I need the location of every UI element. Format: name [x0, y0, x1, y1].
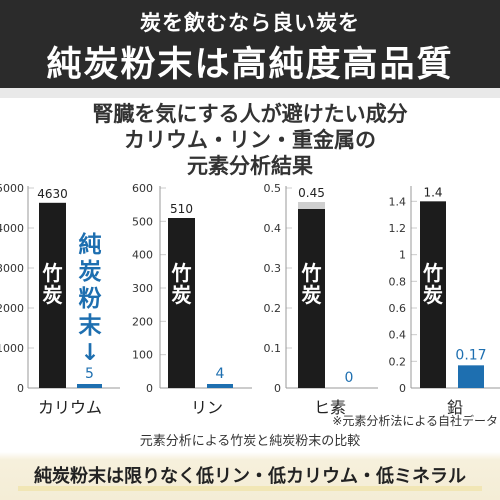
y-tick-label: 0.2	[264, 302, 282, 315]
y-tick-label: 2000	[0, 302, 24, 315]
bar-value-label: 1.4	[423, 185, 442, 199]
y-tick-label: 0.4	[389, 329, 407, 342]
y-tick-label: 1.4	[389, 195, 407, 208]
y-tick-label: 0.5	[264, 182, 282, 195]
y-tick-label: 0	[399, 382, 406, 395]
junsumi-annotation-char: 純	[79, 231, 102, 258]
bar-label-bamboo: 炭	[172, 283, 192, 307]
subtitle-line-3: 元素分析結果	[187, 154, 313, 178]
y-tick-label: 0	[17, 382, 24, 395]
bar-label-bamboo: 竹	[301, 261, 322, 285]
element-analysis-charts: 0100020003000400050004630竹炭5カリウム01002003…	[0, 182, 500, 417]
bar-bamboo	[420, 201, 446, 388]
bar-bamboo	[39, 202, 66, 388]
y-tick-label: 300	[132, 282, 153, 295]
footer-highlight	[18, 486, 482, 491]
y-tick-label: 1	[399, 249, 406, 262]
bar-value-label: 4630	[37, 187, 68, 201]
y-tick-label: 400	[132, 249, 153, 262]
y-tick-label: 5000	[0, 182, 24, 195]
bar-label-bamboo: 炭	[302, 283, 322, 307]
header-tagline: 炭を飲むなら良い炭を	[140, 11, 360, 35]
y-tick-label: 100	[132, 349, 153, 362]
footer-tagline: 純炭粉末は限りなく低リン・低カリウム・低ミネラル	[34, 466, 466, 487]
bar-junsumi	[77, 384, 102, 388]
x-axis-label: リン	[191, 398, 223, 417]
x-axis-label: ヒ素	[314, 398, 346, 417]
y-tick-label: 0.4	[264, 222, 282, 235]
comparison-caption: 元素分析による竹炭と純炭粉末の比較	[139, 434, 361, 449]
y-tick-label: 3000	[0, 262, 24, 275]
bar-bamboo	[298, 208, 325, 388]
header-divider	[0, 88, 500, 98]
x-axis-label: 鉛	[447, 398, 463, 417]
y-tick-label: 600	[132, 182, 153, 195]
y-tick-label: 0.2	[389, 355, 407, 368]
y-tick-label: 4000	[0, 222, 24, 235]
bar-junsumi	[207, 384, 233, 388]
y-tick-label: 0.1	[264, 342, 282, 355]
bar-bamboo	[168, 218, 195, 388]
bar-label-bamboo: 炭	[43, 283, 63, 307]
y-tick-label: 200	[132, 315, 153, 328]
bar-junsumi	[458, 365, 484, 388]
junsumi-annotation-char: 炭	[79, 259, 102, 285]
y-tick-label: 1000	[0, 342, 24, 355]
y-tick-label: 0.3	[264, 262, 282, 275]
bar-bamboo-cap	[298, 202, 325, 209]
footer-banner: 純炭粉末は限りなく低リン・低カリウム・低ミネラル	[0, 452, 500, 500]
bar-value-label: 510	[170, 202, 193, 216]
y-tick-label: 0.8	[389, 275, 407, 288]
y-tick-label: 500	[132, 215, 153, 228]
bar-value-label: 5	[85, 366, 94, 382]
junsumi-annotation-char: ↓	[80, 340, 99, 366]
bar-label-bamboo: 竹	[171, 261, 192, 285]
bar-label-bamboo: 炭	[423, 283, 443, 307]
bar-value-label: 0.45	[298, 186, 325, 200]
source-note: ※元素分析法による自社データ	[332, 414, 498, 428]
header-banner: 炭を飲むなら良い炭を 純炭粉末は高純度高品質	[0, 0, 500, 88]
junsumi-annotation-char: 粉	[79, 286, 102, 312]
header-title: 純炭粉末は高純度高品質	[46, 45, 454, 85]
y-tick-label: 0.6	[389, 302, 407, 315]
junsumi-annotation-char: 末	[79, 313, 103, 339]
bar-label-bamboo: 竹	[422, 261, 443, 285]
x-axis-label: カリウム	[38, 398, 102, 417]
y-tick-label: 1.2	[389, 222, 407, 235]
bar-value-label: 0.17	[455, 347, 486, 363]
bar-value-label: 0	[345, 370, 354, 386]
y-tick-label: 0	[146, 382, 153, 395]
bar-label-bamboo: 竹	[42, 261, 63, 285]
subtitle-line-2: カリウム・リン・重金属の	[124, 128, 376, 152]
y-tick-label: 0	[274, 382, 281, 395]
subtitle-line-1: 腎臓を気にする人が避けたい成分	[92, 102, 408, 126]
bar-value-label: 4	[216, 366, 225, 382]
